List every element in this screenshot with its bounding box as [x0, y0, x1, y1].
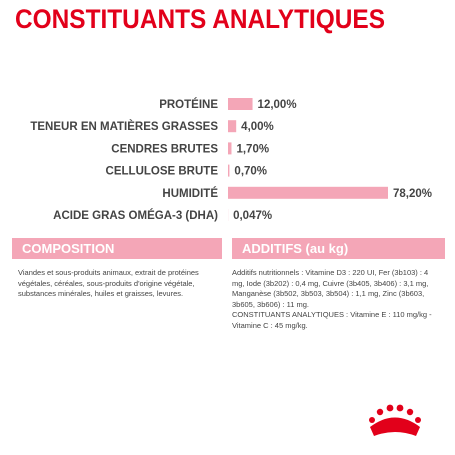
value-label: 78,20%: [393, 188, 432, 200]
value-label: 4,00%: [241, 121, 274, 133]
category-label: TENEUR EN MATIÈRES GRASSES: [30, 120, 218, 133]
bar: [228, 120, 237, 133]
composition-title: COMPOSITION: [12, 238, 222, 259]
value-label: 0,70%: [234, 166, 267, 178]
additifs-paragraph: Additifs nutritionnels : Vitamine D3 : 2…: [232, 268, 429, 309]
additifs-paragraph: CONSTITUANTS ANALYTIQUES : Vitamine E : …: [232, 310, 432, 330]
category-label: CENDRES BRUTES: [111, 143, 218, 155]
bar: [228, 186, 388, 199]
logo: [369, 404, 421, 436]
bar: [228, 142, 232, 155]
category-label: ACIDE GRAS OMÉGA-3 (DHA): [53, 209, 218, 222]
category-label: PROTÉINE: [159, 98, 218, 111]
value-label: 0,047%: [233, 210, 272, 222]
value-label: 1,70%: [236, 143, 269, 155]
additifs-title: ADDITIFS (au kg): [232, 238, 445, 259]
additifs-text: Additifs nutritionnels : Vitamine D3 : 2…: [232, 268, 432, 331]
category-label: HUMIDITÉ: [162, 187, 218, 200]
chart-title: CONSTITUANTS ANALYTIQUES: [15, 4, 385, 34]
value-label: 12,00%: [258, 99, 297, 111]
composition-text: Viandes et sous-produits animaux, extrai…: [18, 268, 199, 298]
bar: [228, 98, 253, 110]
category-label: CELLULOSE BRUTE: [106, 166, 219, 178]
bar: [228, 164, 230, 177]
